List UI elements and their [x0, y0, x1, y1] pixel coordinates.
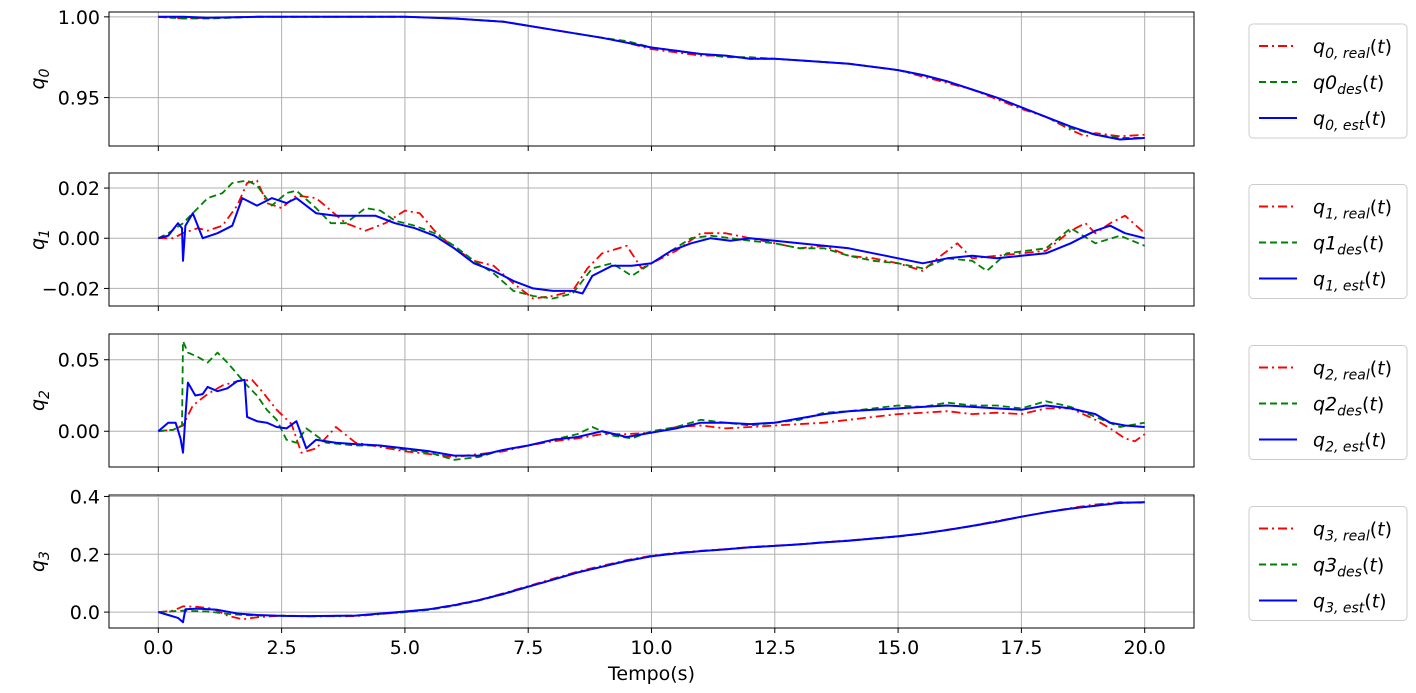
- y-tick-label: 1.00: [58, 7, 100, 29]
- legend-label-est: q3, est(t): [1313, 591, 1387, 617]
- x-tick-label: 17.5: [1000, 637, 1042, 659]
- axes-frame: [108, 333, 1195, 468]
- legend-label-est: q0, est(t): [1313, 108, 1387, 134]
- x-tick-label: 7.5: [513, 637, 543, 659]
- legend-label-real: q2, real(t): [1313, 358, 1392, 384]
- y-tick-label: 0.00: [58, 421, 100, 443]
- x-tick-label: 0.0: [143, 637, 173, 659]
- y-axis-label: q0: [27, 68, 53, 89]
- legend-box: [1248, 23, 1408, 139]
- y-tick-label: 0.4: [70, 486, 100, 508]
- y-tick-label: 0.05: [58, 350, 100, 372]
- series-line-q1-est: [158, 197, 1145, 295]
- x-tick-label: 20.0: [1124, 637, 1166, 659]
- axes-frame: [108, 494, 1195, 629]
- y-tick-label: 0.2: [70, 544, 100, 566]
- legend-q3: q3, real(t) q3des(t) q3, est(t): [1248, 506, 1408, 621]
- axes-frame: [108, 11, 1195, 147]
- series-line-q1-des: [157, 179, 1146, 300]
- x-tick-label: 15.0: [877, 637, 919, 659]
- legend-label-des: q1des(t): [1313, 233, 1384, 259]
- y-axis-label: q2: [27, 390, 53, 411]
- y-axis-label: q3: [27, 551, 53, 572]
- legend-q2: q2, real(t) q2des(t) q2, est(t): [1248, 345, 1408, 460]
- y-tick-label: −0.02: [42, 278, 100, 300]
- subplot-q3: 0.0 2.5 5.0 7.5 10.0 12.5 15.0 17.5 20.0 0.4 0.2 0.…: [27, 486, 1408, 659]
- legend-label-est: q2, est(t): [1313, 430, 1387, 456]
- legend-label-real: q1, real(t): [1313, 197, 1392, 223]
- x-tick-label: 5.0: [390, 637, 420, 659]
- legend-label-real: q0, real(t): [1313, 36, 1392, 62]
- legend-label-des: q3des(t): [1313, 555, 1384, 581]
- legend-label-est: q1, est(t): [1313, 269, 1387, 295]
- legend-box: [1248, 506, 1408, 621]
- legend-q0: q0, real(t) q0des(t) q0, est(t): [1248, 23, 1408, 139]
- legend-label-real: q3, real(t): [1313, 519, 1392, 545]
- series-line-q2-est: [157, 378, 1145, 457]
- legend-label-des: q2des(t): [1313, 394, 1384, 420]
- legend-box: [1248, 345, 1408, 460]
- y-tick-label: 0.95: [58, 88, 100, 110]
- x-tick-label: 10.0: [630, 637, 672, 659]
- legend-q1: q1, real(t) q1des(t) q1, est(t): [1248, 184, 1408, 299]
- y-tick-label: 0.0: [70, 602, 100, 624]
- y-tick-label: 0.02: [58, 178, 100, 200]
- x-tick-label: 2.5: [267, 637, 297, 659]
- subplot-q1: 0.02 0.00 −0.02 q1 q1, real(t) q1des(t) q1, es…: [27, 172, 1408, 311]
- legend-label-des: q0des(t): [1313, 72, 1384, 98]
- series-line-q2-real: [158, 378, 1146, 458]
- axes-frame: [108, 172, 1195, 307]
- legend-box: [1248, 184, 1408, 299]
- y-tick-label: 0.00: [58, 228, 100, 250]
- y-axis-label: q1: [27, 229, 53, 250]
- series-line-q1-real: [158, 179, 1146, 300]
- series-line-q3-est: [158, 501, 1145, 624]
- series-line-q0-est: [158, 15, 1145, 141]
- x-tick-label: 12.5: [754, 637, 796, 659]
- x-axis-label: Tempo(s): [607, 663, 695, 685]
